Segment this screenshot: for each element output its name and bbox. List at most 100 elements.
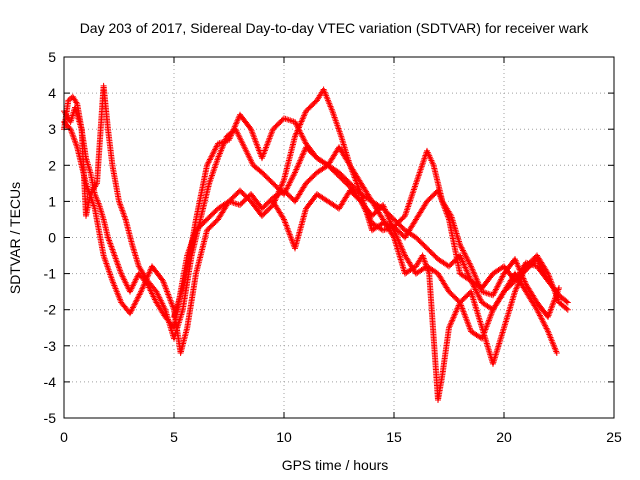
data-point-fill: [539, 318, 546, 325]
data-point-fill: [447, 321, 454, 328]
data-point-fill: [466, 273, 473, 280]
data-point-fill: [211, 147, 218, 154]
data-point-fill: [537, 313, 544, 320]
data-point-fill: [393, 233, 400, 240]
data-point-fill: [541, 321, 548, 328]
data-point-fill: [415, 172, 422, 179]
data-point-fill: [285, 182, 292, 189]
y-tick-label: -1: [44, 266, 57, 282]
data-point-fill: [131, 301, 138, 308]
data-point-fill: [464, 256, 471, 263]
y-tick-labels: -5 -4 -3 -2 -1 0 1 2 3 4 5: [44, 49, 57, 426]
data-point-fill: [397, 242, 404, 249]
data-point-fill: [458, 257, 465, 264]
data-point-fill: [389, 224, 396, 231]
data-point-fill: [411, 184, 418, 191]
data-point-fill: [492, 286, 499, 293]
data-point-fill: [412, 181, 419, 188]
x-tick-labels: 0 5 10 15 20 25: [60, 429, 622, 445]
data-point-fill: [473, 275, 480, 282]
data-point-fill: [410, 186, 417, 193]
data-point-fill: [391, 228, 398, 235]
data-point-fill: [416, 171, 423, 178]
data-point-fill: [206, 156, 213, 163]
data-point-fill: [498, 274, 505, 281]
data-point-fill: [292, 131, 299, 138]
data-point-fill: [284, 183, 291, 190]
data-point-fill: [491, 289, 498, 296]
data-point-fill: [301, 148, 308, 155]
data-point-fill: [227, 132, 234, 139]
data-point-fill: [208, 153, 215, 160]
data-point-fill: [512, 257, 519, 264]
data-point-fill: [346, 160, 353, 167]
data-point-fill: [297, 129, 304, 136]
data-point-fill: [280, 178, 287, 185]
data-point-fill: [464, 268, 471, 275]
data-point-fill: [536, 312, 543, 319]
data-point-fill: [514, 282, 521, 289]
data-point-fill: [463, 254, 470, 261]
data-point-fill: [138, 287, 145, 294]
data-point: [564, 306, 571, 313]
data-point-fill: [417, 167, 424, 174]
data-point-fill: [279, 181, 286, 188]
data-point-fill: [286, 181, 293, 188]
data-point-fill: [300, 134, 307, 141]
data-point-fill: [287, 117, 294, 124]
data-point-fill: [296, 127, 303, 134]
data-point-fill: [399, 246, 406, 253]
data-point-fill: [141, 281, 148, 288]
data-point-fill: [499, 273, 506, 280]
data-point-fill: [462, 265, 469, 272]
data-point-fill: [462, 251, 469, 258]
data-point-fill: [408, 194, 415, 201]
x-tick-label: 15: [386, 429, 402, 445]
y-tick-label: 4: [48, 85, 56, 101]
data-point-fill: [233, 120, 240, 127]
data-point-fill: [473, 287, 480, 294]
data-point-fill: [143, 276, 150, 283]
data-point-fill: [206, 157, 213, 164]
data-point-fill: [468, 279, 475, 286]
y-tick-label: 5: [48, 49, 56, 65]
data-point-fill: [295, 162, 302, 169]
data-point-fill: [300, 114, 307, 121]
data-point-fill: [405, 203, 412, 210]
data-point-fill: [392, 230, 399, 237]
data-point-fill: [498, 276, 505, 283]
data-point-fill: [139, 285, 146, 292]
data-point-fill: [229, 128, 236, 135]
data-point: [281, 191, 287, 198]
data-point-fill: [473, 276, 480, 283]
x-tick-label: 0: [60, 429, 68, 445]
data-point-fill: [129, 304, 136, 311]
data-point-fill: [132, 298, 139, 305]
data-point-fill: [460, 248, 467, 255]
data-point-fill: [383, 210, 390, 217]
data-point-fill: [413, 178, 420, 185]
data-point-fill: [205, 159, 212, 166]
data-point: [556, 285, 562, 292]
data-point-fill: [283, 186, 290, 193]
data-point-fill: [483, 290, 490, 297]
data-point-fill: [477, 284, 484, 291]
data-point-fill: [273, 194, 280, 201]
data-point-fill: [204, 160, 211, 167]
data-point-fill: [273, 193, 280, 200]
data-point-fill: [544, 269, 551, 276]
data-point-fill: [145, 272, 152, 279]
data-point-fill: [477, 285, 484, 292]
y-tick-label: -3: [44, 338, 57, 354]
data-point-fill: [452, 309, 459, 316]
data-point-fill: [543, 325, 550, 332]
data-point-fill: [404, 206, 411, 213]
data-point-fill: [140, 282, 147, 289]
data-point-fill: [298, 131, 305, 138]
data-point: [564, 299, 571, 306]
data-point-fill: [293, 121, 300, 128]
data-point-fill: [476, 293, 483, 300]
y-tick-label: 2: [48, 157, 56, 173]
data-point-fill: [472, 273, 479, 280]
data-point-fill: [290, 172, 297, 179]
